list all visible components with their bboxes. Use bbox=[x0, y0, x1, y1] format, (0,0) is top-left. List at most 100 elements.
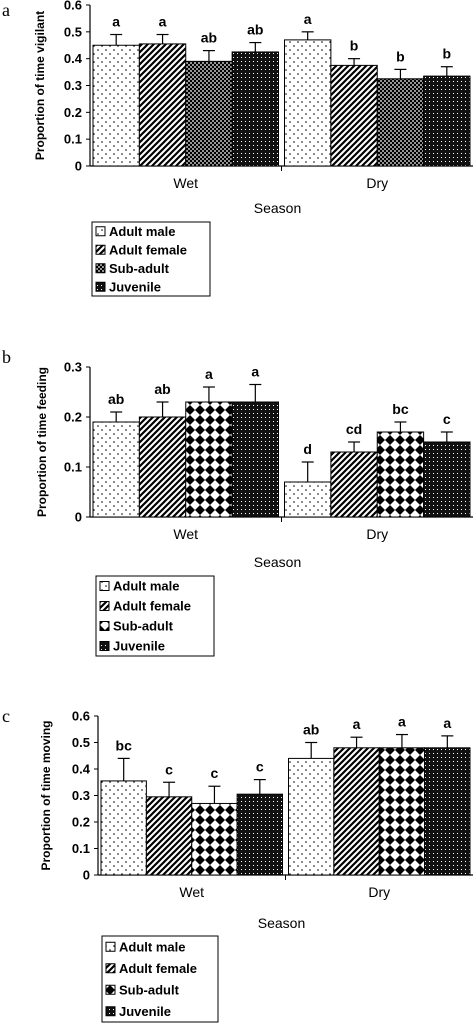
legend-label: Adult female bbox=[113, 599, 191, 614]
significance-letter: cd bbox=[346, 421, 362, 437]
bar bbox=[424, 747, 471, 876]
y-tick-label: 0.4 bbox=[72, 762, 91, 777]
bar bbox=[378, 747, 426, 876]
x-tick-label: Wet bbox=[173, 175, 198, 191]
significance-letter: a bbox=[398, 714, 406, 730]
y-tick-label: 0.6 bbox=[72, 709, 90, 724]
panel-letter: a bbox=[2, 0, 10, 20]
legend-swatch bbox=[99, 581, 110, 591]
significance-letter: a bbox=[353, 716, 361, 732]
y-tick-label: 0.1 bbox=[64, 460, 82, 475]
significance-letter: ab bbox=[108, 391, 124, 407]
y-tick-label: 0 bbox=[75, 159, 82, 174]
x-tick-label: Wet bbox=[173, 526, 198, 542]
legend-label: Juvenile bbox=[119, 1004, 171, 1019]
y-tick-label: 0 bbox=[75, 510, 82, 525]
legend-label: Sub-adult bbox=[113, 619, 174, 634]
significance-letter: c bbox=[211, 765, 219, 781]
y-axis-label: Proportion of time feeding bbox=[35, 367, 49, 517]
y-tick-label: 0.4 bbox=[64, 51, 83, 66]
bar bbox=[231, 401, 279, 518]
legend-frame bbox=[95, 575, 215, 657]
chart-panel-c: c 0 0.1 0.2 0.3 0.4 0.5 0.6 Proportion of time m… bbox=[2, 706, 473, 1023]
bar bbox=[92, 44, 140, 167]
x-tick-label: Dry bbox=[368, 884, 390, 900]
bar bbox=[330, 64, 378, 167]
legend-swatch bbox=[95, 244, 106, 255]
legend-label: Sub-adult bbox=[119, 982, 180, 997]
legend-swatch bbox=[99, 621, 110, 631]
significance-letter: a bbox=[112, 14, 120, 30]
y-tick-label: 0.2 bbox=[72, 815, 90, 830]
bar bbox=[376, 431, 425, 518]
bar bbox=[138, 43, 187, 167]
legend-swatch bbox=[95, 226, 106, 237]
bar bbox=[191, 802, 238, 876]
legend-swatch bbox=[105, 941, 116, 952]
y-tick-label: 0.3 bbox=[64, 78, 82, 93]
x-axis-label: Season bbox=[254, 554, 301, 570]
bar bbox=[185, 401, 233, 518]
bar bbox=[185, 60, 233, 167]
significance-letter: b bbox=[350, 38, 359, 54]
bar bbox=[423, 75, 471, 167]
x-axis-label: Season bbox=[258, 915, 305, 931]
significance-letter: c bbox=[165, 761, 173, 777]
y-tick-label: 0.3 bbox=[64, 360, 82, 375]
x-tick-label: Dry bbox=[366, 175, 388, 191]
bar bbox=[376, 78, 425, 167]
legend: Adult male Adult female Sub-adult Juvenile bbox=[91, 221, 211, 297]
legend-label: Sub-adult bbox=[109, 261, 170, 276]
legend-swatch bbox=[105, 963, 116, 974]
legend-swatch bbox=[95, 263, 106, 274]
significance-letter: bc bbox=[392, 401, 409, 417]
significance-letter: c bbox=[443, 411, 451, 427]
significance-letter: b bbox=[443, 46, 452, 62]
y-tick-label: 0 bbox=[83, 868, 90, 883]
y-tick-label: 0.1 bbox=[72, 841, 90, 856]
y-tick-label: 0.2 bbox=[64, 410, 82, 425]
x-tick-label: Dry bbox=[366, 526, 388, 542]
legend-label: Adult male bbox=[109, 224, 175, 239]
legend-label: Adult female bbox=[109, 242, 187, 257]
legend: Adult male Adult female Sub-adult Juvenile bbox=[101, 935, 219, 1023]
significance-letter: a bbox=[159, 14, 167, 30]
legend-label: Adult male bbox=[119, 939, 185, 954]
bar bbox=[236, 793, 283, 876]
bar bbox=[330, 451, 378, 518]
y-tick-label: 0.5 bbox=[64, 24, 82, 39]
bar bbox=[100, 780, 147, 876]
y-tick-label: 0.3 bbox=[72, 788, 90, 803]
bar bbox=[333, 747, 380, 876]
legend-swatch bbox=[105, 1006, 116, 1017]
significance-letter: b bbox=[396, 48, 405, 64]
bar bbox=[231, 51, 279, 167]
x-axis-label: Season bbox=[254, 200, 301, 216]
y-tick-label: 0.6 bbox=[64, 0, 82, 13]
bar bbox=[138, 416, 187, 518]
y-tick-label: 0.5 bbox=[72, 735, 90, 750]
legend-swatch bbox=[99, 601, 110, 611]
x-tick-label: Wet bbox=[179, 884, 204, 900]
bar bbox=[145, 796, 193, 876]
legend-swatch bbox=[99, 641, 110, 651]
y-axis-label: Proportion of time moving bbox=[39, 721, 53, 871]
significance-letter: a bbox=[304, 11, 312, 27]
significance-letter: a bbox=[443, 715, 451, 731]
y-axis-label: Proportion of time vigilant bbox=[33, 11, 47, 160]
panel-letter: c bbox=[2, 706, 10, 726]
y-tick-label: 0.2 bbox=[64, 105, 82, 120]
significance-letter: ab bbox=[201, 30, 217, 46]
legend-frame bbox=[101, 935, 219, 1023]
legend: Adult male Adult female Sub-adult Juvenile bbox=[95, 575, 215, 657]
y-tick-label: 0.1 bbox=[64, 132, 82, 147]
legend-frame bbox=[91, 221, 211, 297]
bar bbox=[92, 421, 140, 518]
legend-swatch bbox=[95, 281, 106, 292]
significance-letter: bc bbox=[116, 737, 133, 753]
chart-panel-b: b 0 0.1 0.2 0.3 Proportion of time feeding ab a… bbox=[2, 347, 473, 657]
bar bbox=[423, 441, 471, 518]
chart-panel-a: a 0 0.1 0.2 0.3 0.4 0.5 0.6 Proportion of time v… bbox=[2, 0, 473, 297]
panel-letter: b bbox=[2, 347, 11, 367]
